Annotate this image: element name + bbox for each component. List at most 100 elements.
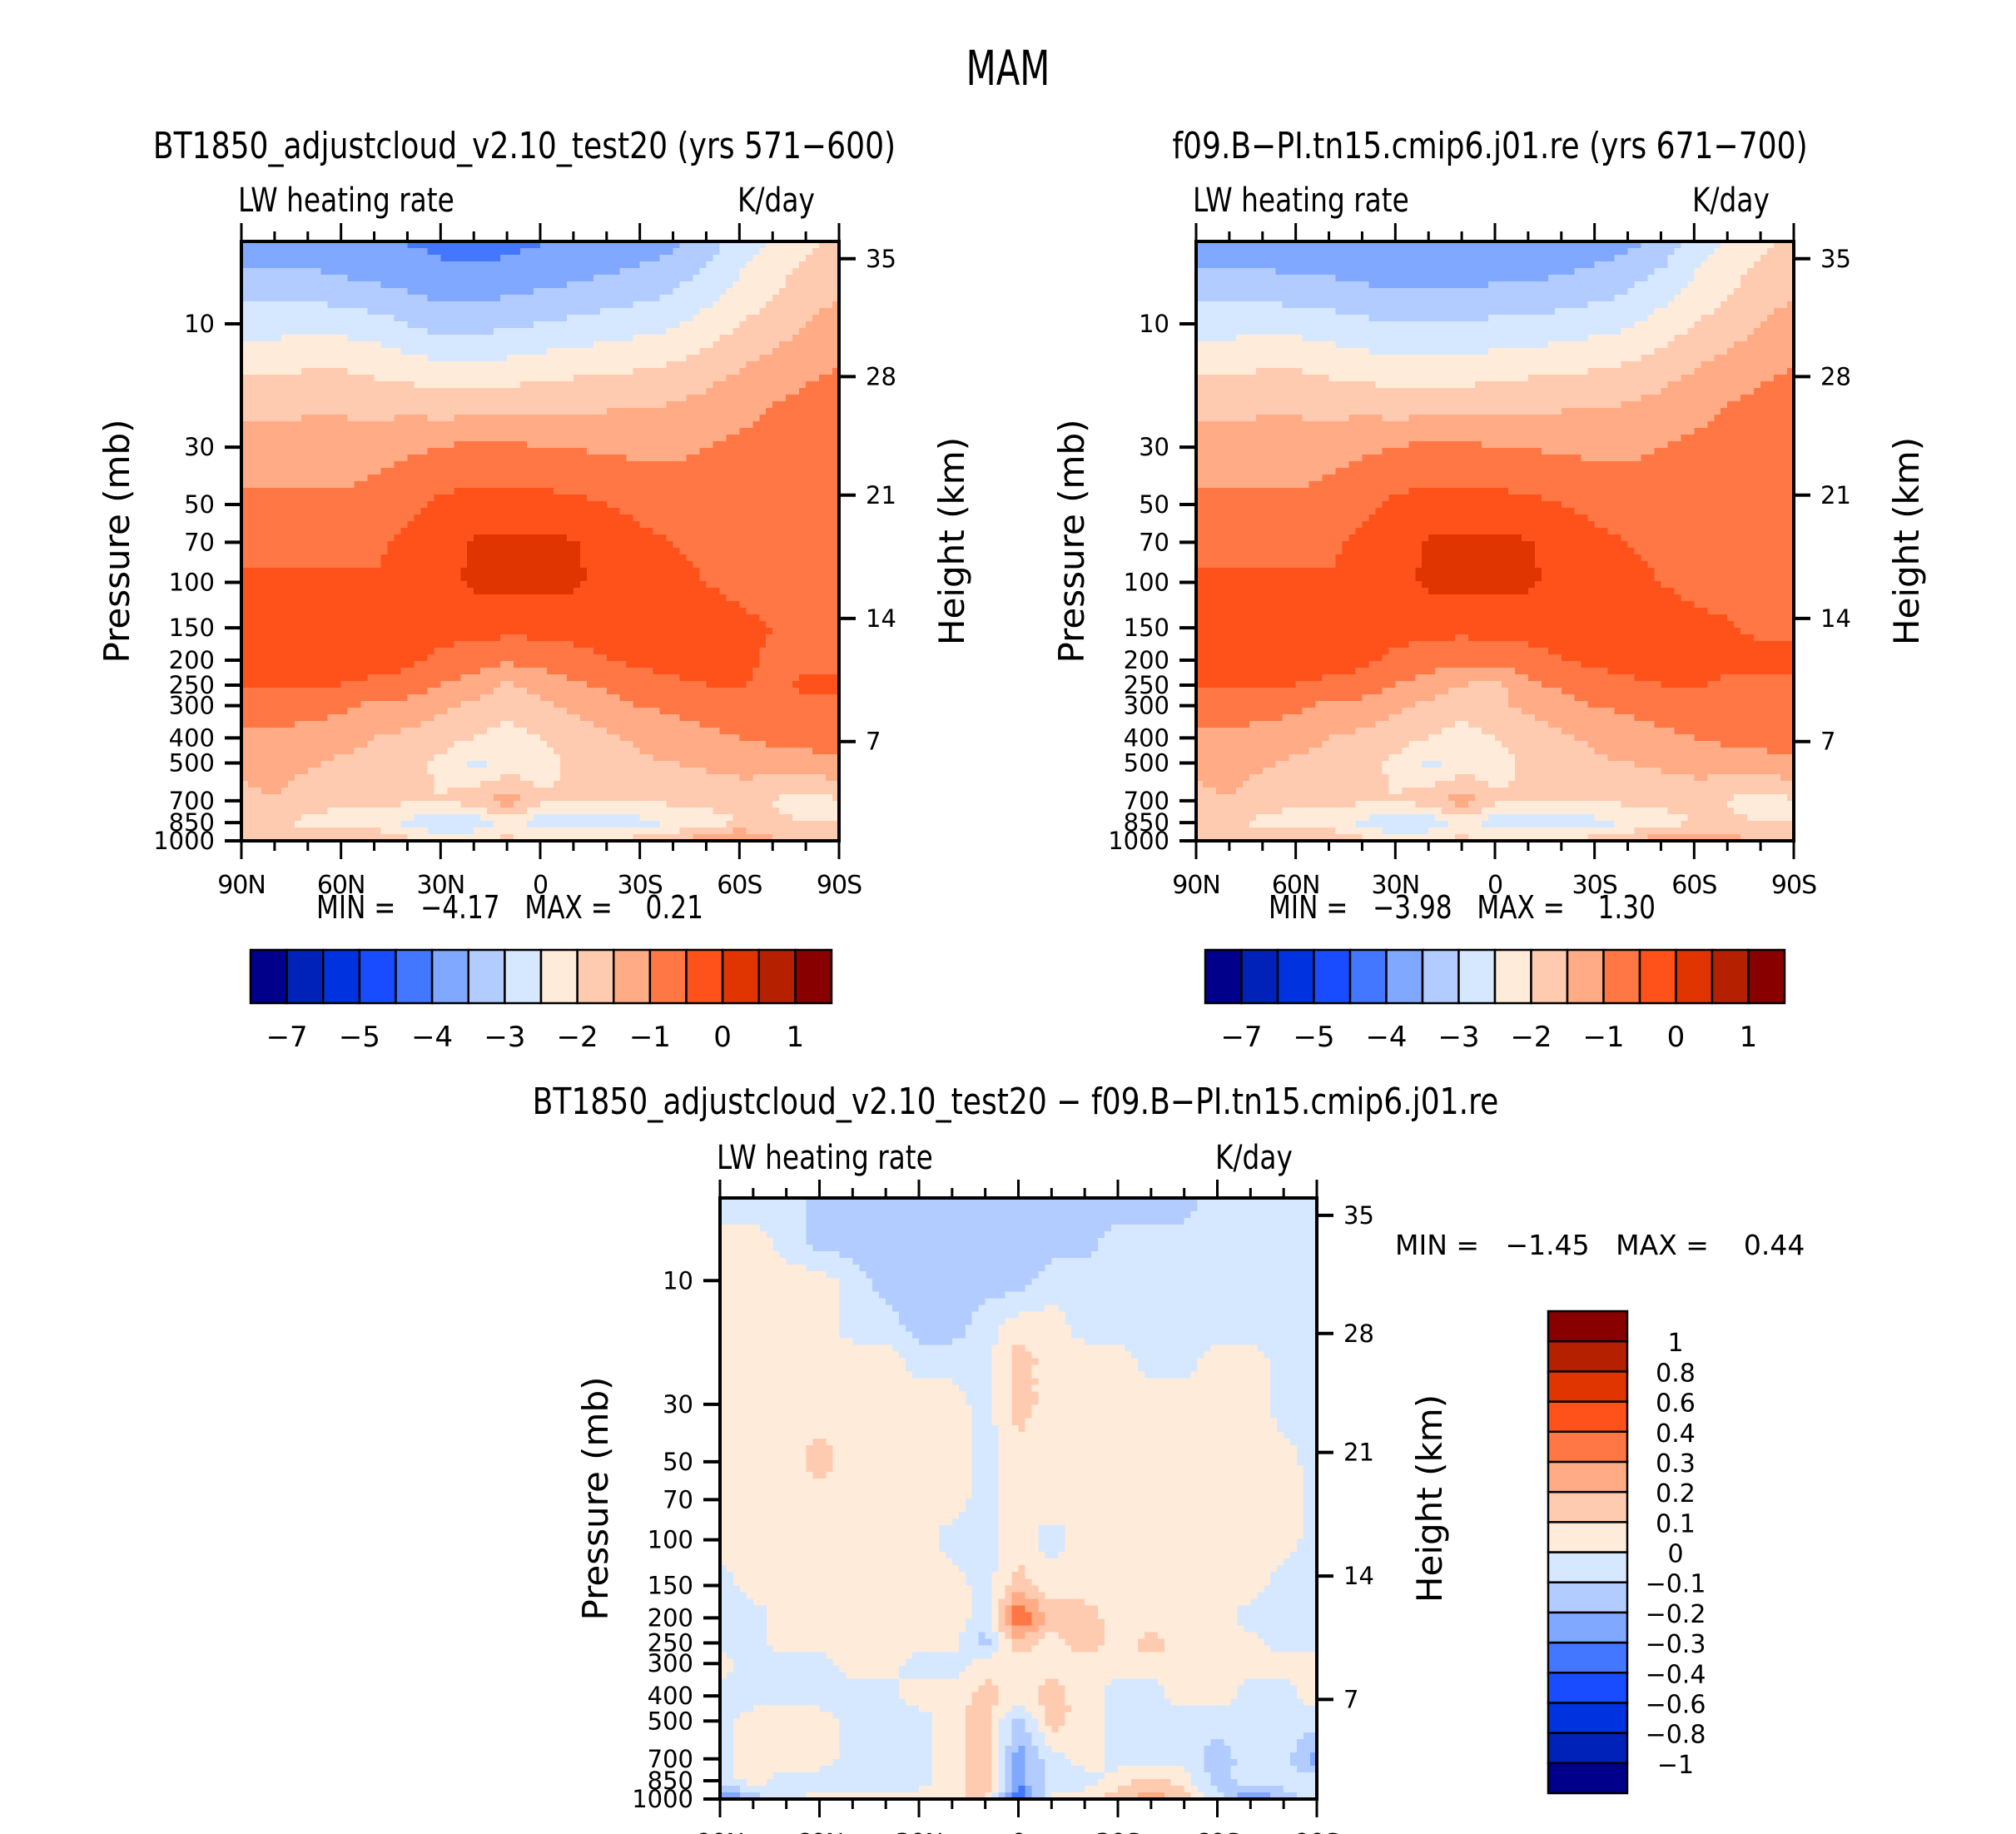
contour-cell (812, 415, 820, 422)
contour-cell (593, 301, 601, 309)
contour-cell (347, 288, 355, 296)
contour-cell (474, 548, 481, 555)
contour-cell (613, 534, 621, 542)
contour-cell (579, 428, 588, 435)
contour-cell (766, 255, 773, 262)
contour-cell (666, 315, 674, 322)
contour-cell (579, 501, 588, 509)
contour-cell (759, 328, 767, 335)
contour-cell (480, 415, 488, 422)
contour-cell (447, 554, 454, 562)
contour-cell (573, 341, 581, 349)
contour-cell (394, 514, 402, 522)
contour-cell (786, 321, 793, 329)
contour-cell (434, 528, 441, 535)
contour-cell (460, 448, 468, 455)
contour-cell (553, 581, 561, 589)
contour-cell (573, 521, 581, 529)
contour-cell (460, 468, 468, 475)
contour-cell (434, 574, 441, 582)
contour-cell (786, 568, 793, 575)
contour-cell (713, 301, 720, 309)
contour-cell (619, 568, 628, 575)
contour-cell (606, 335, 614, 342)
contour-cell (420, 275, 428, 282)
contour-cell (626, 348, 634, 355)
contour-cell (487, 501, 494, 509)
contour-cell (261, 468, 269, 475)
contour-cell (347, 441, 355, 449)
contour-cell (241, 468, 249, 475)
contour-cell (340, 461, 349, 469)
contour-cell (719, 421, 727, 429)
contour-cell (739, 495, 747, 502)
contour-cell (726, 335, 733, 342)
contour-cell (553, 601, 561, 609)
contour-cell (420, 301, 428, 309)
contour-cell (447, 488, 454, 495)
contour-cell (480, 408, 488, 415)
contour-cell (606, 348, 614, 355)
contour-cell (367, 501, 375, 509)
contour-cell (394, 475, 402, 482)
contour-cell (679, 554, 688, 562)
contour-cell (241, 375, 249, 382)
contour-cell (374, 375, 382, 382)
contour-cell (786, 461, 793, 469)
contour-cell (474, 468, 481, 475)
contour-cell (686, 448, 694, 455)
contour-cell (619, 528, 628, 535)
contour-cell (427, 568, 434, 575)
contour-cell (327, 455, 335, 462)
contour-cell (520, 348, 528, 355)
contour-cell (380, 288, 389, 296)
contour-cell (294, 468, 302, 475)
contour-cell (327, 395, 335, 402)
contour-cell (639, 561, 648, 569)
contour-cell (500, 548, 508, 555)
contour-cell (354, 255, 362, 262)
contour-cell (520, 601, 528, 609)
contour-cell (586, 275, 594, 282)
contour-cell (360, 395, 369, 402)
contour-cell (281, 541, 289, 549)
contour-cell (400, 241, 409, 249)
contour-cell (713, 388, 720, 395)
contour-cell (474, 315, 481, 322)
contour-cell (520, 415, 528, 422)
contour-cell (639, 261, 648, 269)
contour-cell (679, 574, 688, 582)
contour-cell (274, 574, 282, 582)
contour-cell (514, 428, 521, 435)
contour-cell (487, 255, 494, 262)
contour-cell (653, 268, 661, 276)
contour-cell (527, 581, 534, 589)
contour-cell (659, 375, 668, 382)
contour-cell (420, 315, 428, 322)
contour-cell (646, 341, 654, 349)
contour-cell (414, 415, 421, 422)
contour-cell (553, 335, 561, 342)
contour-cell (766, 348, 773, 355)
contour-cell (474, 241, 481, 249)
contour-cell (294, 514, 302, 522)
contour-cell (679, 241, 688, 249)
contour-cell (599, 315, 608, 322)
contour-cell (400, 375, 409, 382)
contour-cell (553, 241, 561, 249)
contour-cell (766, 435, 773, 442)
contour-cell (679, 488, 688, 495)
contour-cell (786, 554, 793, 562)
contour-cell (241, 255, 249, 262)
contour-cell (307, 608, 315, 615)
contour-cell (261, 455, 269, 462)
contour-cell (281, 421, 289, 429)
contour-cell (514, 288, 521, 296)
contour-cell (586, 461, 594, 469)
contour-cell (806, 288, 813, 296)
contour-cell (354, 408, 362, 415)
contour-cell (454, 401, 461, 409)
contour-cell (772, 481, 780, 489)
contour-cell (447, 248, 454, 256)
contour-cell (420, 421, 428, 429)
